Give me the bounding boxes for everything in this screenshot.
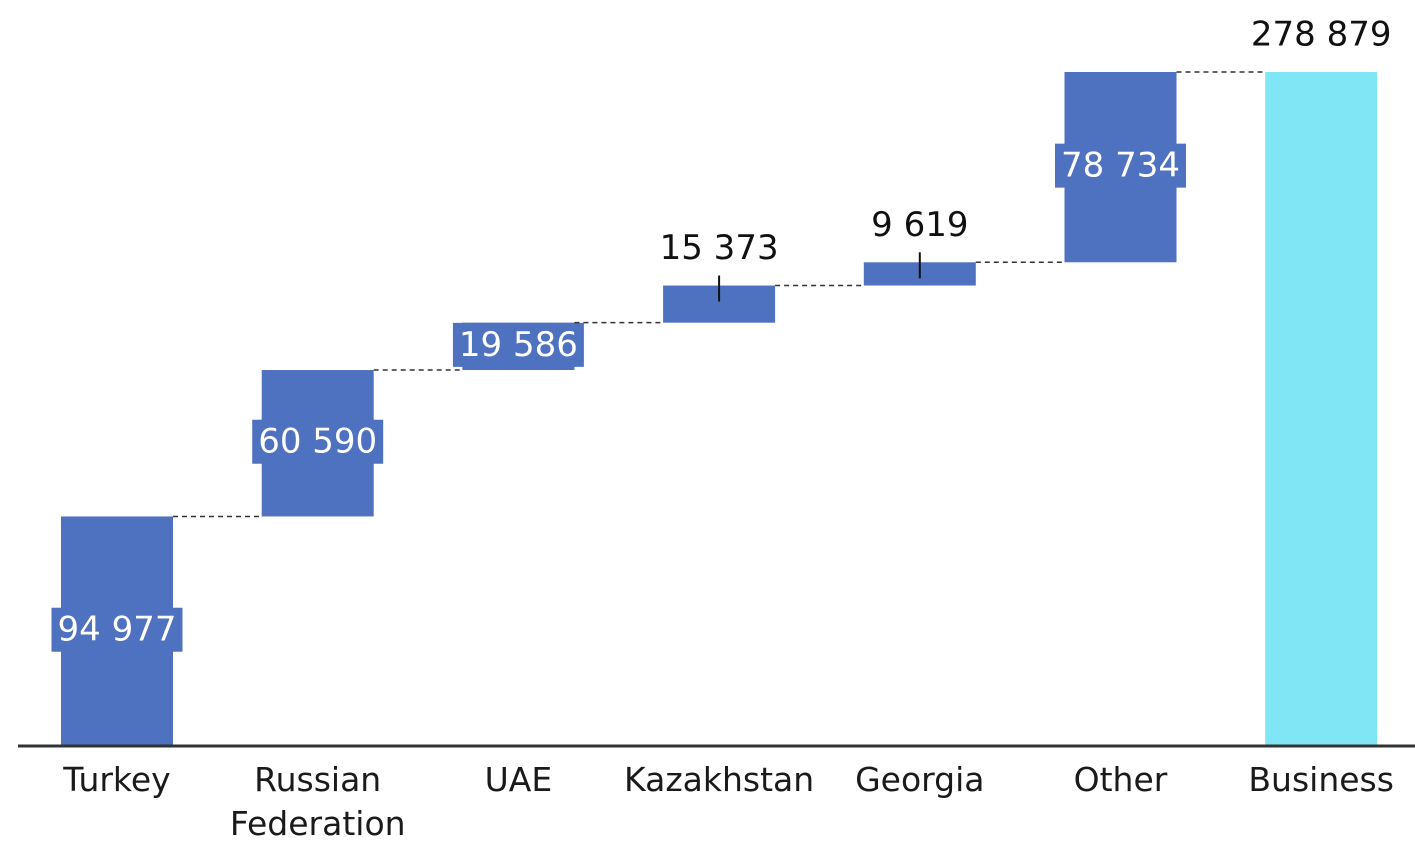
x-tick-label: UAE — [484, 760, 553, 799]
x-tick-label: Turkey — [63, 760, 171, 799]
value-label: 94 977 — [58, 610, 177, 650]
bar — [1265, 72, 1378, 746]
value-label: 78 734 — [1061, 146, 1180, 186]
x-tick-label: Other — [1073, 760, 1168, 799]
value-label: 19 586 — [459, 325, 578, 365]
x-tick-label: Business — [1248, 760, 1394, 799]
x-tick-label: Georgia — [855, 760, 985, 799]
value-label: 9 619 — [871, 205, 968, 245]
label-box — [1055, 143, 1186, 188]
label-box — [252, 419, 384, 464]
label-box — [452, 322, 584, 367]
label-box — [51, 607, 183, 652]
value-label: 60 590 — [258, 422, 377, 462]
value-label: 15 373 — [660, 228, 779, 268]
x-tick-label: Russian Federation — [229, 760, 406, 843]
x-tick-label: Kazakhstan — [624, 760, 815, 799]
value-label: 278 879 — [1251, 15, 1392, 55]
